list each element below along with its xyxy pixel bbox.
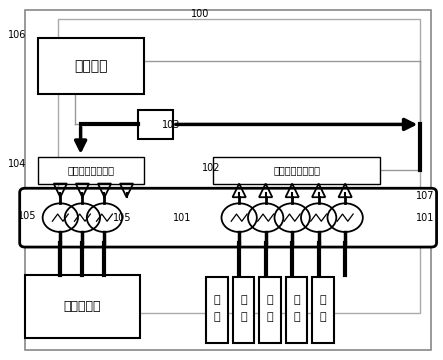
Bar: [312, 277, 334, 343]
Text: 105: 105: [113, 213, 132, 222]
Bar: [38, 39, 144, 94]
Text: 气: 气: [267, 295, 273, 305]
Bar: [138, 110, 173, 139]
Text: 102: 102: [202, 163, 220, 173]
Text: 103: 103: [162, 120, 180, 130]
Text: 瓶: 瓶: [214, 312, 221, 322]
Text: 气: 气: [214, 295, 221, 305]
Text: 气: 气: [293, 295, 300, 305]
Text: 106: 106: [8, 30, 26, 40]
Bar: [286, 277, 307, 343]
FancyBboxPatch shape: [19, 188, 436, 247]
Text: 101: 101: [416, 213, 434, 222]
Text: 多进单出气路模块: 多进单出气路模块: [273, 165, 320, 175]
Text: 瓶: 瓶: [267, 312, 273, 322]
Text: 瓶: 瓶: [293, 312, 300, 322]
Text: 101: 101: [173, 213, 191, 222]
Text: 尾气分析仳: 尾气分析仳: [64, 300, 101, 313]
Text: 气: 气: [240, 295, 247, 305]
Text: 100: 100: [190, 9, 209, 19]
Bar: [58, 19, 420, 313]
Bar: [206, 277, 228, 343]
Bar: [38, 157, 144, 184]
Text: 瓶: 瓶: [240, 312, 247, 322]
Text: 控制模块: 控制模块: [74, 59, 108, 73]
Text: 气: 气: [320, 295, 326, 305]
Text: 104: 104: [8, 159, 26, 169]
Bar: [25, 275, 140, 338]
Bar: [260, 277, 281, 343]
Text: 105: 105: [17, 211, 36, 221]
Text: 107: 107: [416, 191, 434, 201]
Bar: [213, 157, 381, 184]
Text: 单进多出气路模块: 单进多出气路模块: [68, 165, 115, 175]
Bar: [233, 277, 254, 343]
Text: 瓶: 瓶: [320, 312, 326, 322]
